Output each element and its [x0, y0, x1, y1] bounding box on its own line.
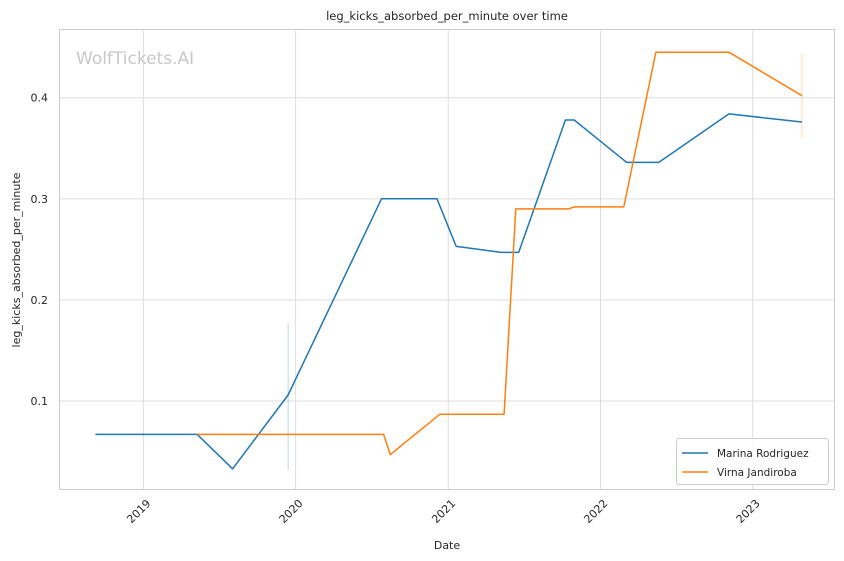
- chart-title: leg_kicks_absorbed_per_minute over time: [326, 9, 568, 23]
- y-tick-label: 0.2: [31, 294, 49, 307]
- y-tick-label: 0.4: [31, 92, 49, 105]
- legend: Marina Rodriguez Virna Jandiroba: [676, 438, 829, 485]
- grid: [60, 30, 834, 490]
- series-line-virna-jandiroba: [197, 51, 803, 456]
- plot-frame: [59, 29, 835, 490]
- y-axis-label: leg_kicks_absorbed_per_minute: [10, 172, 23, 347]
- watermark: WolfTickets.AI: [76, 49, 194, 69]
- y-tick-labels: 0.1 0.2 0.3 0.4: [31, 92, 49, 408]
- x-axis-label: Date: [434, 539, 461, 552]
- y-tick-label: 0.3: [31, 193, 49, 206]
- legend-box: [676, 438, 829, 485]
- y-tick-label: 0.1: [31, 395, 49, 408]
- legend-label-marina-rodriguez: Marina Rodriguez: [717, 448, 809, 460]
- series-lines: [95, 51, 803, 470]
- series-line-marina-rodriguez: [95, 113, 802, 470]
- legend-label-virna-jandiroba: Virna Jandiroba: [717, 467, 797, 479]
